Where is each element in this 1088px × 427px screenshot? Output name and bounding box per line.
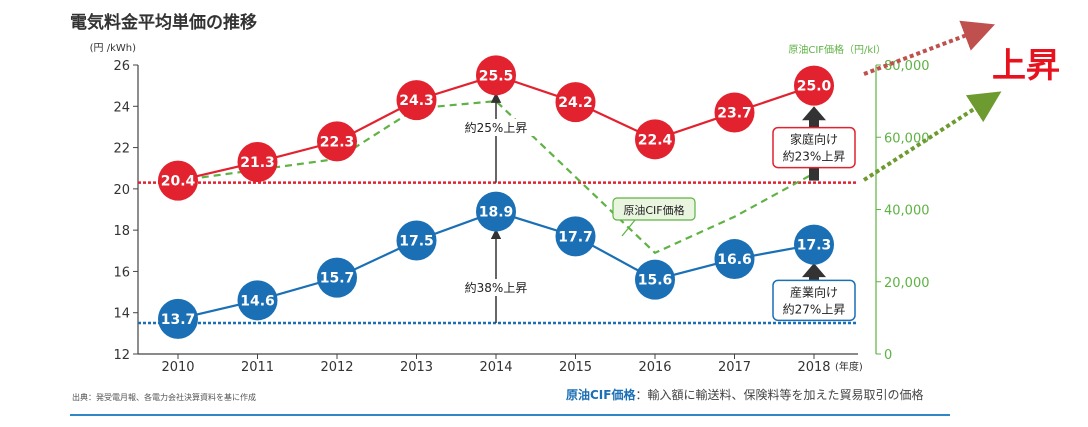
data-label-industrial: 17.3 — [797, 238, 832, 254]
data-point-residential — [476, 55, 516, 96]
data-point-industrial — [555, 216, 596, 257]
y-axis-right-label: 原油CIF価格（円/kl） — [788, 43, 886, 56]
data-label-industrial: 16.6 — [717, 252, 752, 268]
annotation-industrial-2018-line1: 産業向け — [790, 284, 838, 299]
y-tick-label-left: 16 — [113, 265, 130, 280]
data-label-residential: 21.3 — [240, 155, 275, 171]
data-label-residential: 20.4 — [161, 174, 196, 190]
data-point-residential — [396, 80, 437, 121]
x-tick-label: 2011 — [241, 360, 274, 375]
y-tick-label-right: 60,000 — [884, 131, 930, 146]
crude-definition-text: ：輸入額に輸送料、保険料等を加えた貿易取引の価格 — [635, 388, 924, 402]
data-label-industrial: 18.9 — [479, 205, 514, 221]
x-axis-suffix: (年度) — [835, 360, 863, 373]
data-point-industrial — [794, 224, 834, 265]
x-tick-label: 2016 — [638, 360, 671, 375]
annotation-residential-2018-line2: 約23%上昇 — [783, 149, 846, 164]
data-point-residential — [158, 160, 198, 201]
data-label-residential: 24.2 — [558, 95, 593, 111]
x-tick-label: 2013 — [400, 360, 433, 375]
data-point-residential — [714, 92, 755, 133]
data-label-residential: 25.5 — [479, 68, 514, 84]
data-point-residential — [317, 121, 357, 162]
footer-rule — [70, 414, 950, 416]
y-tick-label-left: 22 — [113, 142, 130, 157]
data-point-industrial — [317, 257, 357, 298]
y-tick-label-right: 80,000 — [884, 59, 930, 74]
data-point-industrial — [635, 259, 675, 300]
trend-arrow-crude — [862, 91, 1002, 182]
crude-callout-pointer — [621, 219, 636, 237]
y-tick-label-right: 20,000 — [884, 276, 930, 291]
data-label-industrial: 14.6 — [240, 293, 275, 309]
data-label-industrial: 13.7 — [161, 312, 196, 328]
y-tick-label-left: 12 — [113, 348, 130, 363]
annotation-residential-2018-line1: 家庭向け — [790, 132, 838, 147]
data-point-industrial — [714, 239, 755, 280]
x-tick-label: 2015 — [559, 360, 592, 375]
annotation-industrial-2018-line2: 約27%上昇 — [783, 301, 846, 316]
annotation-residential-2018-box — [772, 126, 856, 169]
data-label-residential: 22.3 — [320, 134, 355, 150]
data-label-residential: 24.3 — [399, 93, 434, 109]
x-tick-label: 2012 — [320, 360, 353, 375]
annotation-residential-2014: 約25%上昇 — [465, 120, 528, 135]
data-label-residential: 25.0 — [797, 79, 832, 95]
data-point-residential — [237, 142, 278, 183]
y-tick-label-left: 18 — [113, 224, 130, 239]
data-point-residential — [555, 82, 596, 123]
crude-callout-label: 原油CIF価格 — [623, 203, 684, 217]
x-tick-label: 2017 — [718, 360, 751, 375]
data-point-industrial — [158, 298, 198, 339]
data-label-industrial: 15.6 — [638, 273, 673, 289]
data-label-industrial: 15.7 — [320, 271, 355, 287]
annotation-industrial-2014: 約38%上昇 — [465, 280, 528, 295]
series-line-crude — [177, 99, 815, 255]
data-point-industrial — [237, 280, 278, 321]
y-axis-left-unit: (円 /kWh) — [90, 43, 136, 54]
y-tick-label-right: 40,000 — [884, 204, 930, 219]
annotation-bg-residential-2014 — [452, 118, 540, 136]
data-label-residential: 22.4 — [638, 132, 673, 148]
crude-callout-box — [612, 197, 696, 221]
rise-label: 上昇 — [992, 46, 1060, 86]
y-tick-label-left: 26 — [113, 59, 130, 74]
data-point-industrial — [396, 220, 437, 261]
annotation-industrial-2018-box — [772, 279, 856, 322]
y-tick-label-left: 24 — [113, 100, 130, 115]
data-label-industrial: 17.7 — [558, 229, 593, 245]
crude-definition-key: 原油CIF価格 — [566, 388, 636, 402]
y-tick-label-left: 14 — [113, 307, 130, 322]
y-tick-label-left: 20 — [113, 183, 130, 198]
data-point-residential — [635, 119, 675, 160]
data-point-industrial — [476, 191, 516, 232]
annotation-bg-industrial-2014 — [452, 279, 540, 297]
data-point-residential — [794, 65, 834, 106]
x-tick-label: 2018 — [797, 360, 830, 375]
crude-definition-note: 原油CIF価格：輸入額に輸送料、保険料等を加えた貿易取引の価格 — [566, 386, 924, 403]
x-tick-label: 2010 — [161, 360, 194, 375]
source-note: 出典：発受電月報、各電力会社決算資料を基に作成 — [72, 393, 256, 402]
page-title: 電気料金平均単価の推移 — [70, 13, 257, 33]
data-label-residential: 23.7 — [717, 105, 752, 121]
data-label-industrial: 17.5 — [399, 233, 434, 249]
y-tick-label-right: 0 — [884, 348, 892, 363]
x-tick-label: 2014 — [479, 360, 512, 375]
